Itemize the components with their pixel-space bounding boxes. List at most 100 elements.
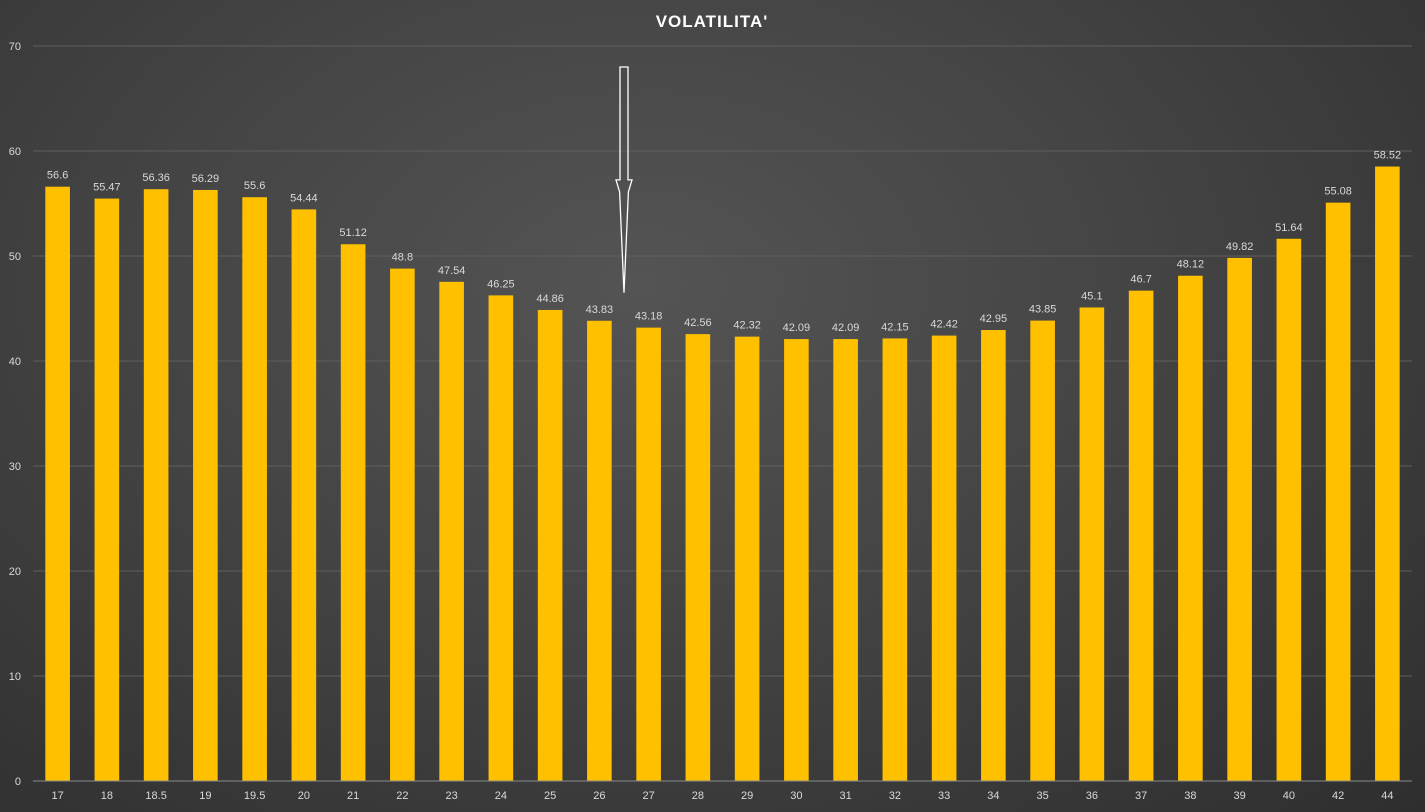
y-tick-label: 0 (15, 776, 21, 788)
x-tick-label: 33 (938, 790, 950, 802)
x-tick-label: 26 (593, 790, 605, 802)
data-label: 55.08 (1324, 186, 1352, 198)
data-label: 42.32 (733, 320, 761, 332)
annotation-layer (615, 66, 633, 293)
x-tick-label: 29 (741, 790, 753, 802)
bar (439, 281, 464, 781)
data-label: 48.8 (392, 252, 413, 264)
data-label: 42.42 (930, 319, 958, 331)
x-tick-label: 37 (1135, 790, 1147, 802)
data-label: 43.85 (1029, 304, 1057, 316)
x-tick-label: 30 (790, 790, 802, 802)
x-tick-label: 19.5 (244, 790, 265, 802)
bar (1276, 238, 1302, 781)
bar (94, 198, 120, 781)
x-tick-label: 21 (347, 790, 359, 802)
bar (587, 320, 612, 781)
x-tick-label: 34 (987, 790, 999, 802)
data-label: 56.29 (192, 173, 220, 185)
bar (1030, 320, 1055, 781)
bars (45, 166, 1400, 782)
y-tick-label: 20 (9, 566, 21, 578)
bar (1227, 257, 1252, 781)
bar (390, 268, 415, 782)
x-tick-label: 19 (199, 790, 211, 802)
data-label: 42.09 (832, 322, 860, 334)
x-tick-label: 18 (101, 790, 113, 802)
x-tick-label: 36 (1086, 790, 1098, 802)
bar (636, 327, 661, 781)
data-label: 49.82 (1226, 241, 1254, 253)
bar (931, 335, 957, 781)
data-label: 54.44 (290, 192, 318, 204)
y-axis-ticks: 0 10 20 30 40 50 60 70 (9, 41, 21, 788)
bar (45, 186, 70, 781)
data-label: 55.6 (244, 180, 265, 192)
bar (340, 244, 366, 782)
data-label: 44.86 (536, 293, 564, 305)
y-tick-label: 40 (9, 356, 21, 368)
bar (143, 189, 169, 782)
bar (193, 189, 218, 781)
x-tick-label: 44 (1381, 790, 1393, 802)
data-label: 55.47 (93, 182, 121, 194)
data-label: 43.83 (586, 304, 614, 316)
bar (291, 209, 317, 781)
data-label: 56.6 (47, 170, 68, 182)
bar (833, 339, 858, 781)
data-label: 46.25 (487, 278, 515, 290)
x-axis-ticks: 17 18 18.5 19 19.5 20 21 22 23 24 25 26 27 28 29 30 31 32… (52, 790, 1394, 802)
bar (488, 295, 514, 781)
x-tick-label: 28 (692, 790, 704, 802)
down-arrow-annotation (615, 66, 633, 293)
bar (1178, 275, 1203, 781)
x-tick-label: 35 (1037, 790, 1049, 802)
x-tick-label: 18.5 (145, 790, 166, 802)
x-tick-label: 24 (495, 790, 507, 802)
data-labels: 56.6 55.47 56.36 56.29 55.6 54.44 51.12 48.8 47.… (47, 150, 1401, 335)
x-tick-label: 22 (396, 790, 408, 802)
bar (537, 309, 563, 781)
x-tick-label: 20 (298, 790, 310, 802)
x-tick-label: 23 (446, 790, 458, 802)
bar (1375, 166, 1400, 782)
bar (882, 338, 908, 781)
data-label: 48.12 (1177, 259, 1205, 271)
x-tick-label: 27 (643, 790, 655, 802)
gridlines (33, 45, 1412, 677)
data-label: 42.09 (783, 322, 811, 334)
bar (1128, 290, 1154, 781)
bar (1079, 307, 1105, 781)
data-label: 42.95 (980, 313, 1008, 325)
x-tick-label: 32 (889, 790, 901, 802)
data-label: 45.1 (1081, 290, 1102, 302)
y-tick-label: 10 (9, 671, 21, 683)
y-tick-label: 50 (9, 251, 21, 263)
x-tick-label: 42 (1332, 790, 1344, 802)
x-tick-label: 38 (1184, 790, 1196, 802)
y-tick-label: 30 (9, 461, 21, 473)
chart-title: VOLATILITA' (656, 12, 769, 31)
y-tick-label: 60 (9, 146, 21, 158)
data-label: 51.64 (1275, 222, 1303, 234)
data-label: 56.36 (142, 172, 170, 184)
data-label: 51.12 (339, 227, 367, 239)
bar (1325, 202, 1351, 781)
data-label: 42.56 (684, 317, 712, 329)
x-tick-label: 40 (1283, 790, 1295, 802)
data-label: 58.52 (1374, 150, 1402, 162)
x-tick-label: 39 (1234, 790, 1246, 802)
data-label: 42.15 (881, 321, 909, 333)
x-tick-label: 25 (544, 790, 556, 802)
data-label: 46.7 (1130, 274, 1151, 286)
data-label: 47.54 (438, 265, 466, 277)
bar (685, 334, 711, 781)
bar (242, 197, 267, 781)
y-tick-label: 70 (9, 41, 21, 53)
bar (784, 339, 809, 781)
x-tick-label: 31 (840, 790, 852, 802)
bar (981, 330, 1006, 781)
bar (734, 336, 760, 781)
x-tick-label: 17 (52, 790, 64, 802)
